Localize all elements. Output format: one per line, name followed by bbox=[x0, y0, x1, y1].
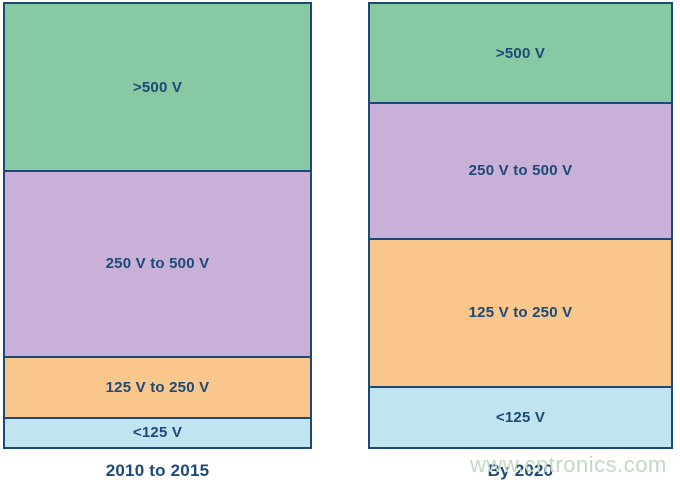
segment-125-v-to-250-v: 125 V to 250 V bbox=[5, 355, 310, 417]
segment-125-v: <125 V bbox=[370, 386, 671, 447]
category-label-by-2020: By 2020 bbox=[487, 461, 554, 480]
segment-125-v: <125 V bbox=[5, 416, 310, 448]
segment-label-125-v: <125 V bbox=[132, 424, 183, 442]
segment-label-250-v-to-500-v: 250 V to 500 V bbox=[468, 162, 573, 180]
stacked-bar-by-2020: >500 V 250 V to 500 V 125 V to 250 V <125 V bbox=[368, 2, 673, 449]
segment-label-500-v: >500 V bbox=[132, 78, 183, 96]
segment-label-125-v-to-250-v: 125 V to 250 V bbox=[468, 304, 573, 322]
segment-label-125-v-to-250-v: 125 V to 250 V bbox=[105, 378, 210, 396]
segment-500-v: >500 V bbox=[5, 4, 310, 171]
segment-125-v-to-250-v: 125 V to 250 V bbox=[370, 237, 671, 386]
segment-500-v: >500 V bbox=[370, 4, 671, 103]
segment-label-125-v: <125 V bbox=[495, 409, 546, 426]
segment-250-v-to-500-v: 250 V to 500 V bbox=[370, 102, 671, 238]
stacked-bar-2010-to-2015: >500 V 250 V to 500 V 125 V to 250 V <125 V bbox=[3, 2, 312, 449]
category-label-2010-to-2015: 2010 to 2015 bbox=[105, 461, 210, 480]
segment-label-500-v: >500 V bbox=[495, 44, 546, 62]
segment-250-v-to-500-v: 250 V to 500 V bbox=[5, 170, 310, 356]
segment-label-250-v-to-500-v: 250 V to 500 V bbox=[105, 255, 210, 273]
